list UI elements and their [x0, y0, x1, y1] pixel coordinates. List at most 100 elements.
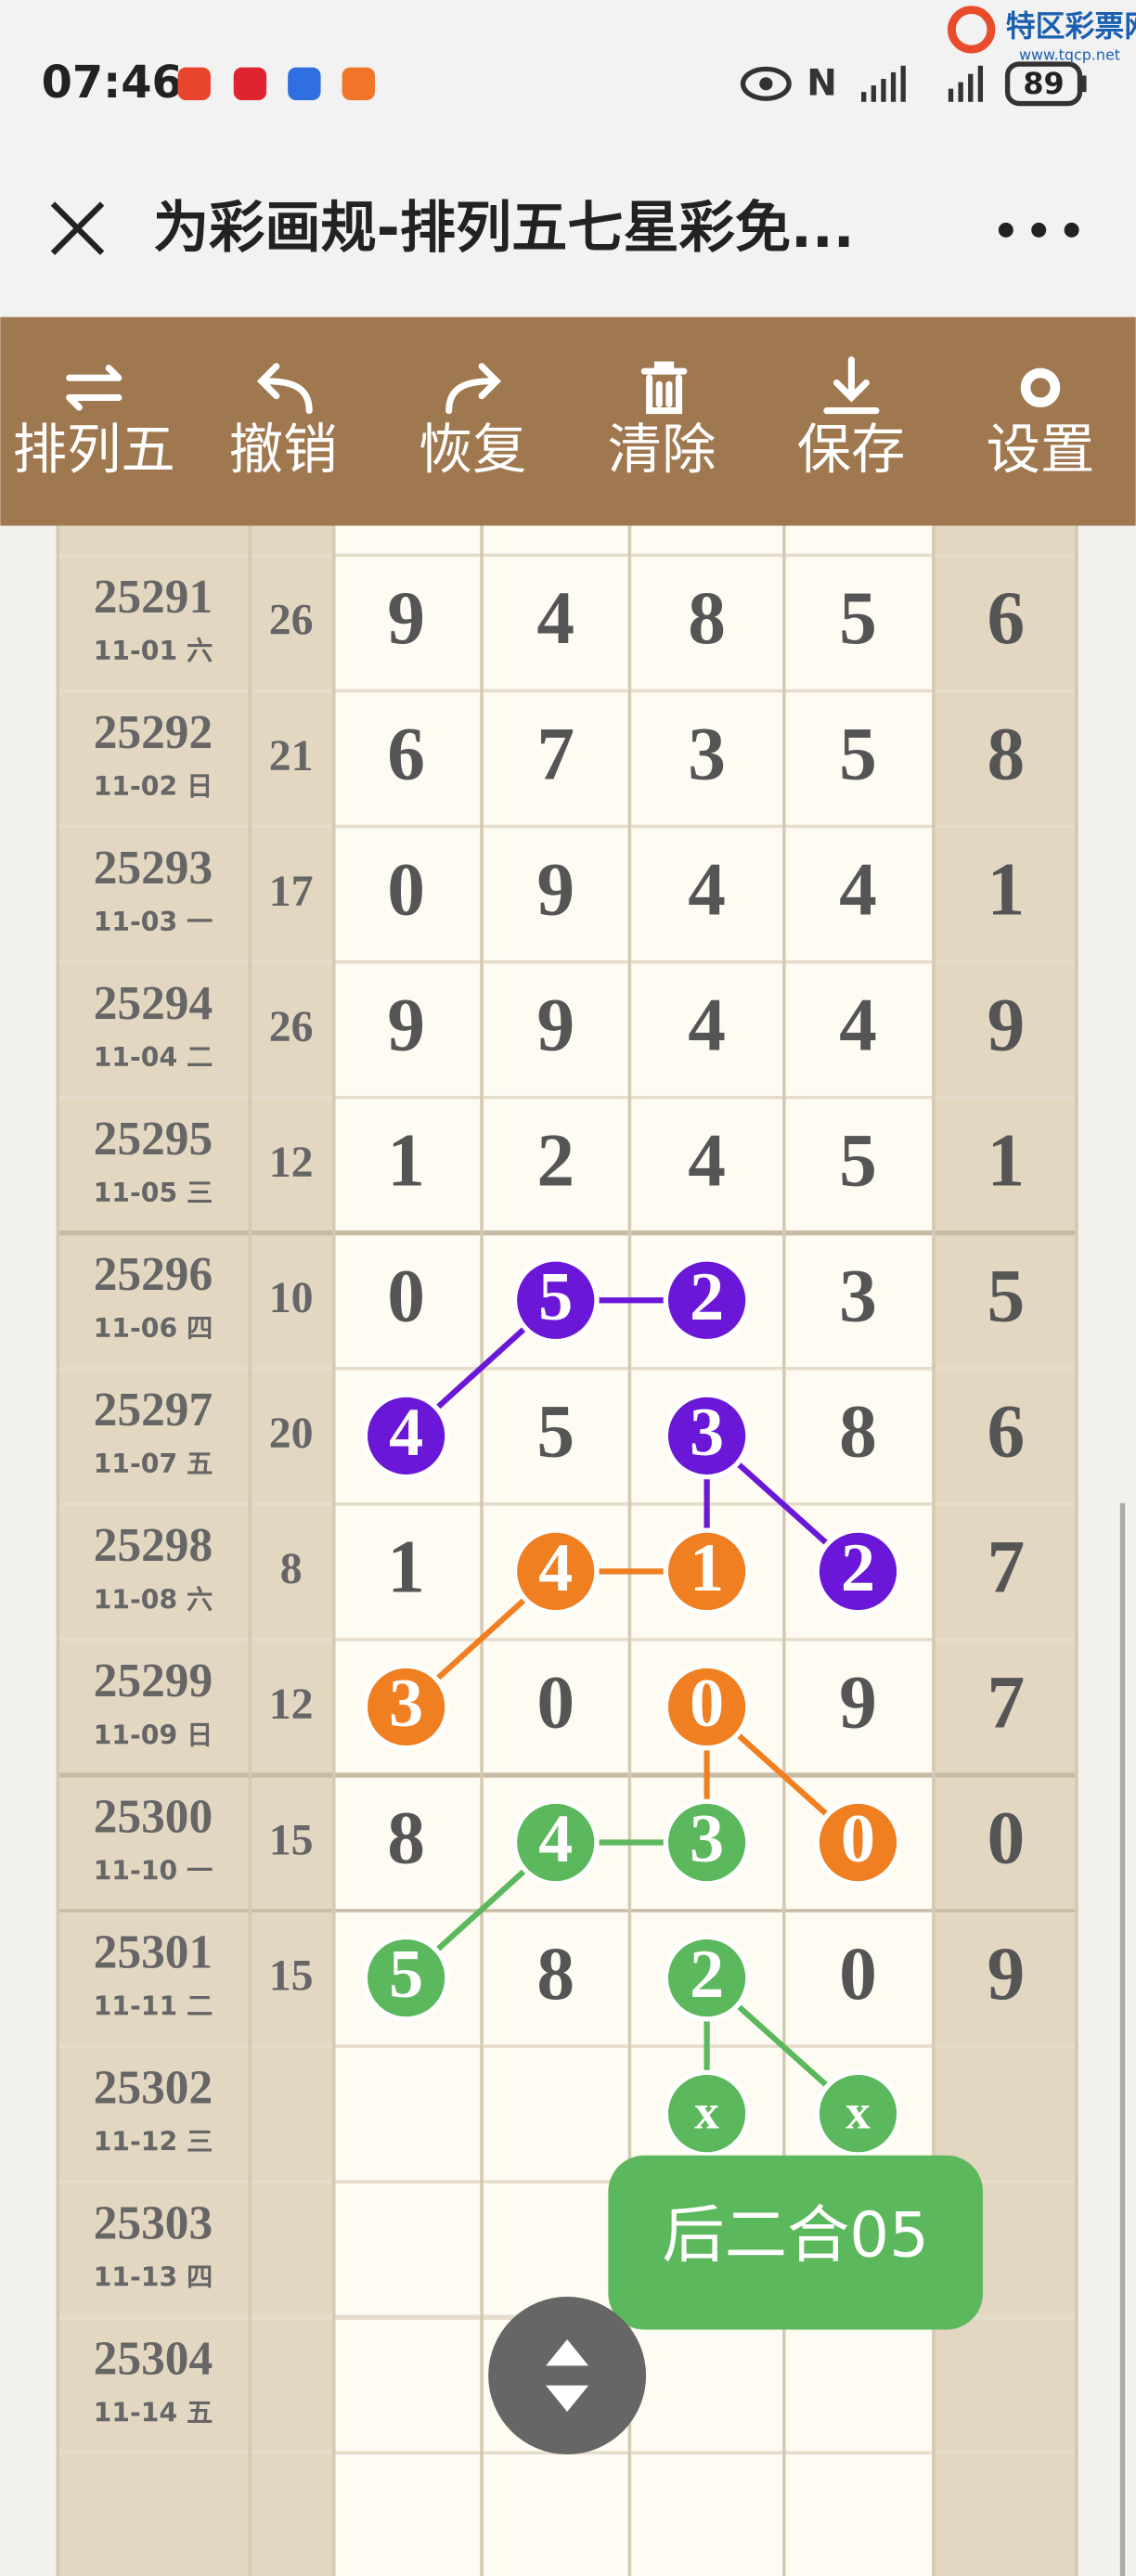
- digit: 2: [690, 1937, 724, 2013]
- pattern-circle: [814, 2069, 902, 2157]
- sum: 26: [269, 1002, 314, 1051]
- digit: 1: [987, 846, 1025, 931]
- digit: 5: [839, 1117, 877, 1202]
- digit: 9: [839, 1660, 877, 1745]
- pattern-circle: [362, 1934, 450, 2022]
- date: 11-08 六: [94, 1584, 213, 1615]
- period: 25302: [94, 2061, 213, 2114]
- date: 11-05 三: [94, 1178, 213, 1208]
- pattern-circle: [663, 1934, 751, 2022]
- watermark-logo: [947, 6, 996, 54]
- digit: 4: [688, 846, 726, 931]
- date: 11-11 二: [94, 1990, 213, 2021]
- digit: 7: [536, 711, 574, 795]
- sum: 20: [269, 1409, 314, 1458]
- close-button[interactable]: [50, 201, 105, 255]
- digit: 0: [690, 1666, 724, 1742]
- toolbar-label[interactable]: 撤销: [229, 419, 338, 482]
- digit: 9: [987, 982, 1025, 1066]
- svg-text:N: N: [807, 63, 837, 105]
- period: 25294: [94, 977, 213, 1030]
- digit: 3: [690, 1395, 724, 1471]
- digit: 8: [536, 1931, 574, 2016]
- sum: 8: [280, 1544, 303, 1593]
- digit: 9: [536, 982, 574, 1066]
- digit: 4: [538, 1530, 573, 1606]
- time: 07:46: [42, 58, 183, 109]
- system-icons: N: [740, 61, 1087, 107]
- period: 25296: [94, 1248, 213, 1301]
- digit: 4: [538, 1801, 573, 1877]
- date: 11-10 一: [94, 1855, 213, 1886]
- sum: 17: [269, 867, 314, 916]
- battery: 89: [1023, 66, 1064, 101]
- digit: 0: [839, 1931, 877, 2016]
- badge[interactable]: 后二合05: [608, 2155, 984, 2330]
- digit: 8: [688, 575, 726, 660]
- date: 11-07 五: [94, 1449, 213, 1479]
- pattern-circle: [511, 1527, 600, 1616]
- digit: 0: [841, 1801, 875, 1877]
- pattern-circle: [663, 1527, 751, 1616]
- pattern-circle: [663, 1798, 751, 1887]
- pattern-circle: [663, 1392, 751, 1480]
- digit: 5: [987, 1254, 1025, 1338]
- pattern-circle: [663, 1663, 751, 1751]
- period: 25298: [94, 1519, 213, 1572]
- digit: 3: [688, 711, 726, 795]
- digit: 5: [538, 1259, 573, 1335]
- date: 11-14 五: [94, 2398, 213, 2428]
- period: 25300: [94, 1790, 213, 1843]
- toolbar-label[interactable]: 保存: [797, 419, 906, 482]
- digit: 2: [690, 1259, 724, 1335]
- pattern-circle: [511, 1798, 600, 1887]
- digit: 3: [839, 1254, 877, 1338]
- digit: 4: [389, 1395, 423, 1471]
- period: 25299: [94, 1655, 213, 1707]
- top-bg: [0, 0, 1136, 317]
- period: 25291: [94, 571, 213, 624]
- pattern-circle: [362, 1392, 450, 1480]
- date: 11-04 二: [94, 1042, 213, 1073]
- period: 25304: [94, 2333, 213, 2386]
- toolbar-label[interactable]: 设置: [987, 419, 1095, 482]
- toolbar-label[interactable]: 恢复: [419, 419, 527, 482]
- digit: 3: [389, 1666, 423, 1742]
- digit: 8: [987, 711, 1025, 795]
- sum: 21: [269, 731, 314, 780]
- digit: 0: [987, 1796, 1025, 1880]
- sum: 10: [269, 1273, 314, 1322]
- date: 11-03 一: [94, 907, 213, 937]
- digit: 9: [387, 982, 425, 1066]
- sum-column: [250, 525, 334, 2576]
- sum: 12: [269, 1138, 314, 1187]
- digit: 3: [690, 1801, 724, 1877]
- sum: 26: [269, 596, 314, 645]
- more-button[interactable]: [998, 222, 1079, 238]
- period: 25297: [94, 1384, 213, 1436]
- digit: 8: [839, 1389, 877, 1474]
- pattern-circle: [663, 1256, 751, 1345]
- pattern-circle: [814, 1798, 902, 1887]
- digit: 9: [987, 1931, 1025, 2016]
- toolbar-label[interactable]: 排列五: [13, 419, 175, 482]
- period: 25301: [94, 1926, 213, 1978]
- period: 25292: [94, 706, 213, 759]
- digit: 4: [536, 575, 574, 660]
- digit: 0: [387, 846, 425, 931]
- toolbar: [0, 316, 1136, 526]
- scroll-button[interactable]: [488, 2297, 647, 2454]
- toolbar-label[interactable]: 清除: [608, 419, 716, 482]
- date: 11-09 日: [94, 1719, 213, 1750]
- digit: 4: [688, 1117, 726, 1202]
- digit: 6: [987, 575, 1025, 660]
- period: 25293: [94, 842, 213, 895]
- date: 11-13 四: [94, 2262, 213, 2293]
- date: 11-02 日: [94, 771, 213, 802]
- digit: 5: [536, 1389, 574, 1474]
- date: 11-01 六: [94, 636, 213, 666]
- digit: 7: [987, 1660, 1025, 1745]
- digit: 1: [387, 1525, 425, 1609]
- digit: 6: [987, 1389, 1025, 1474]
